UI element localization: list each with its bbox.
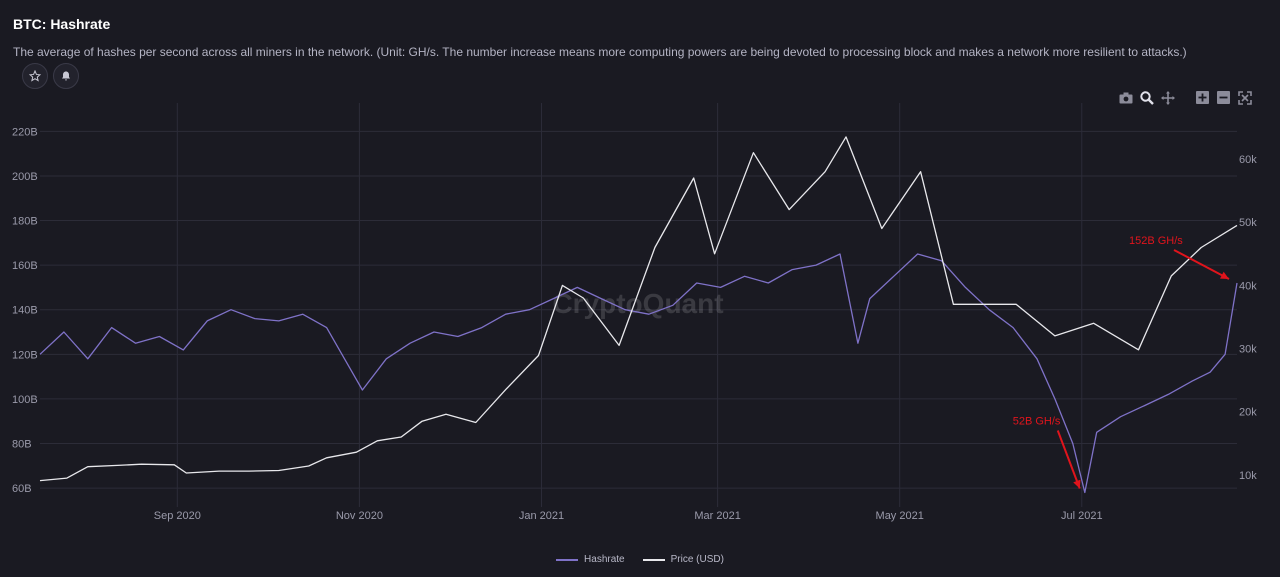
zoom-out-icon [1217, 91, 1230, 104]
y-left-tick-label: 140B [12, 305, 38, 317]
chart-toolbar [1118, 90, 1252, 105]
annotation-arrow-line [1056, 430, 1081, 489]
zoom-out-button[interactable] [1216, 90, 1231, 105]
y-right-tick-label: 10k [1239, 470, 1257, 482]
legend-swatch-price [642, 558, 665, 561]
legend-item-price[interactable]: Price (USD) [642, 554, 724, 565]
reset-axes-icon [1237, 90, 1252, 105]
y-left-tick-label: 120B [12, 349, 38, 361]
y-left-tick-label: 220B [12, 126, 38, 138]
annotation-label: 52B GH/s [1013, 416, 1061, 428]
x-tick-label: Jan 2021 [519, 510, 564, 522]
download-image-button[interactable] [1118, 90, 1133, 105]
annotation-arrow-head [1073, 479, 1081, 489]
y-left-tick-label: 60B [12, 483, 32, 495]
y-left-tick-label: 160B [12, 260, 38, 272]
alert-button[interactable] [53, 63, 79, 89]
legend-swatch-hashrate [556, 558, 579, 561]
y-left-tick-label: 80B [12, 438, 32, 450]
zoom-in-icon [1196, 91, 1209, 104]
x-tick-label: Sep 2020 [154, 510, 201, 522]
x-tick-label: Nov 2020 [336, 510, 383, 522]
camera-icon [1119, 92, 1132, 103]
y-left-tick-label: 180B [12, 216, 38, 228]
chart-description: The average of hashes per second across … [13, 45, 1187, 59]
y-left-tick-label: 200B [12, 171, 38, 183]
chart-legend: Hashrate Price (USD) [0, 554, 1280, 565]
pan-button[interactable] [1160, 90, 1175, 105]
annotation-arrow-line [1173, 249, 1230, 280]
reset-axes-button[interactable] [1237, 90, 1252, 105]
y-right-tick-label: 50k [1239, 217, 1257, 229]
watermark-text: CryptoQuant [552, 288, 723, 319]
favorite-button[interactable] [22, 63, 48, 89]
x-tick-label: Mar 2021 [694, 510, 740, 522]
star-icon [29, 70, 41, 82]
annotation-label: 152B GH/s [1129, 235, 1183, 247]
x-tick-label: May 2021 [876, 510, 924, 522]
zoom-button[interactable] [1139, 90, 1154, 105]
y-right-tick-label: 60k [1239, 154, 1257, 166]
y-right-tick-label: 20k [1239, 407, 1257, 419]
chart-title: BTC: Hashrate [13, 16, 111, 32]
y-left-tick-label: 100B [12, 394, 38, 406]
annotation-arrow-head [1220, 271, 1229, 279]
x-tick-label: Jul 2021 [1061, 510, 1103, 522]
zoom-in-button[interactable] [1195, 90, 1210, 105]
legend-item-hashrate[interactable]: Hashrate [556, 554, 625, 565]
legend-label-price: Price (USD) [670, 554, 724, 565]
legend-label-hashrate: Hashrate [584, 554, 625, 565]
zoom-icon [1139, 90, 1154, 105]
bell-icon [62, 71, 70, 81]
y-right-tick-label: 40k [1239, 280, 1257, 292]
series-line-hashrate [39, 253, 1238, 494]
y-right-tick-label: 30k [1239, 344, 1257, 356]
pan-icon [1160, 90, 1175, 105]
series-line-price [39, 136, 1238, 482]
